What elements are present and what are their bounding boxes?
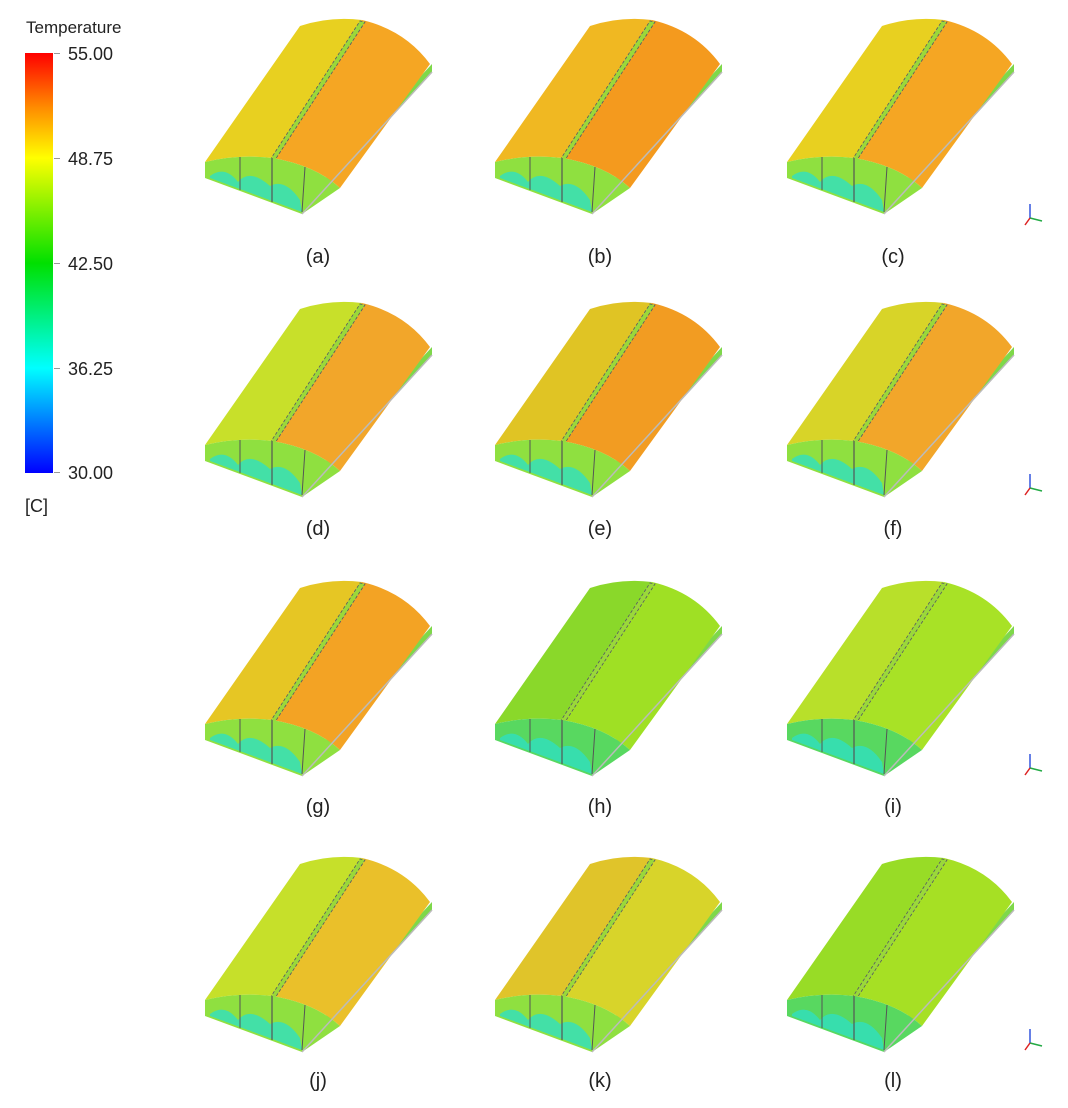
greenhouse-roof-left	[495, 856, 652, 1000]
greenhouse-roof-left	[787, 18, 944, 162]
panel-label: (h)	[587, 796, 613, 818]
greenhouse-roof-right	[562, 303, 720, 471]
colorbar	[25, 53, 53, 473]
panel-label: (c)	[881, 246, 905, 268]
greenhouse-roof-right	[854, 582, 1012, 750]
tick-mark	[54, 368, 60, 369]
axis-triad-icon	[1020, 470, 1050, 500]
greenhouse-roof-right	[562, 582, 720, 750]
tick-label: 30.00	[68, 463, 114, 483]
greenhouse-roof-right	[562, 20, 720, 188]
tick-label: 48.75	[68, 149, 114, 169]
greenhouse-roof-left	[205, 301, 362, 445]
greenhouse-roof-left	[205, 856, 362, 1000]
panel-label: (b)	[587, 246, 613, 268]
tick-label: 55.00	[68, 44, 114, 64]
greenhouse-roof-left	[205, 580, 362, 724]
greenhouse-front-cool-zone	[210, 733, 302, 774]
greenhouse-front-cool-zone	[792, 733, 884, 774]
greenhouse-front-cool-zone	[210, 1009, 302, 1050]
greenhouse-render	[772, 838, 1032, 1068]
tick-mark	[54, 472, 60, 473]
greenhouse-front-cool-zone	[500, 1009, 592, 1050]
tick-mark	[54, 158, 60, 159]
greenhouse-front-cool-zone	[792, 1009, 884, 1050]
panel-label: (j)	[309, 1070, 327, 1092]
greenhouse-render	[480, 0, 740, 230]
greenhouse-render	[190, 838, 450, 1068]
legend-unit: [C]	[25, 496, 49, 516]
greenhouse-front-cool-zone	[210, 171, 302, 212]
greenhouse-roof-right	[272, 303, 430, 471]
axis-triad-icon	[1020, 750, 1050, 780]
greenhouse-roof-left	[495, 580, 652, 724]
tick-label: 42.50	[68, 254, 114, 274]
greenhouse-render	[480, 838, 740, 1068]
greenhouse-render	[190, 283, 450, 513]
greenhouse-render	[772, 283, 1032, 513]
greenhouse-roof-right	[272, 582, 430, 750]
greenhouse-roof-left	[205, 18, 362, 162]
greenhouse-front-cool-zone	[792, 454, 884, 495]
panel-label: (a)	[305, 246, 331, 268]
axis-triad-icon	[1020, 200, 1050, 230]
greenhouse-roof-right	[272, 858, 430, 1026]
panel-label: (f)	[883, 518, 903, 540]
panel-label: (i)	[884, 796, 902, 818]
greenhouse-roof-left	[787, 301, 944, 445]
greenhouse-front-cool-zone	[792, 171, 884, 212]
greenhouse-roof-right	[854, 303, 1012, 471]
greenhouse-front-cool-zone	[500, 733, 592, 774]
greenhouse-front-cool-zone	[500, 454, 592, 495]
greenhouse-roof-right	[854, 20, 1012, 188]
axis-triad-icon	[1020, 1025, 1050, 1055]
greenhouse-render	[190, 0, 450, 230]
greenhouse-roof-left	[787, 580, 944, 724]
tick-mark	[54, 53, 60, 54]
panel-label: (l)	[884, 1070, 902, 1092]
greenhouse-render	[772, 0, 1032, 230]
greenhouse-front-cool-zone	[210, 454, 302, 495]
panel-label: (k)	[588, 1070, 612, 1092]
greenhouse-roof-left	[495, 301, 652, 445]
greenhouse-roof-right	[272, 20, 430, 188]
panel-label: (e)	[587, 518, 613, 540]
greenhouse-render	[772, 562, 1032, 792]
tick-mark	[54, 263, 60, 264]
panel-label: (g)	[305, 796, 331, 818]
greenhouse-roof-right	[854, 858, 1012, 1026]
legend-title: Temperature	[26, 18, 122, 37]
greenhouse-render	[480, 562, 740, 792]
greenhouse-roof-right	[562, 858, 720, 1026]
greenhouse-front-cool-zone	[500, 171, 592, 212]
panel-label: (d)	[305, 518, 331, 540]
greenhouse-render	[480, 283, 740, 513]
greenhouse-roof-left	[787, 856, 944, 1000]
greenhouse-render	[190, 562, 450, 792]
tick-label: 36.25	[68, 359, 114, 379]
greenhouse-roof-left	[495, 18, 652, 162]
